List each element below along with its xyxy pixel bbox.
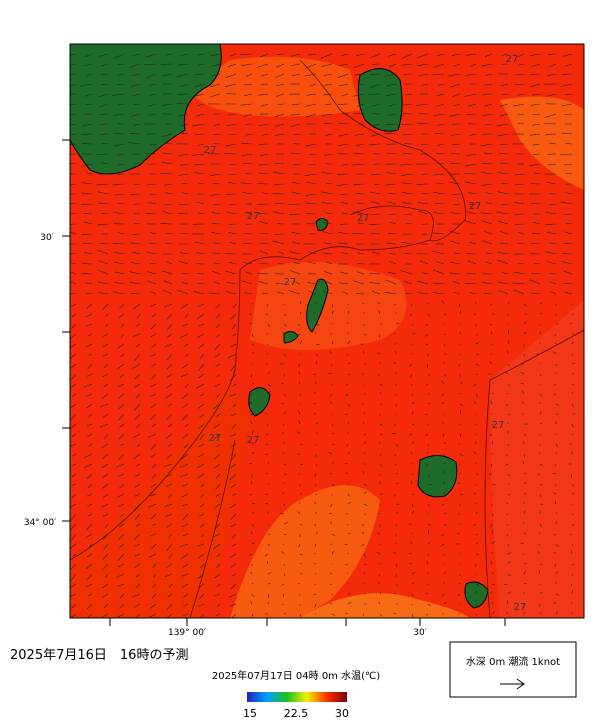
contour-label: 27 (204, 145, 217, 156)
map-area (64, 44, 584, 620)
island (418, 455, 457, 496)
y-axis-label: 34° 00′ (24, 518, 56, 528)
legend-label: 水深 0m 潮流 1knot (466, 655, 560, 668)
contour-label: 27 (247, 435, 260, 446)
contour-label: 27 (357, 213, 370, 224)
y-axis-label: 30′ (40, 233, 54, 243)
contour-label: 27 (284, 277, 297, 288)
colorbar (247, 692, 347, 702)
contour-label: 27 (492, 420, 505, 431)
title: 2025年7月16日 16時の予測 (10, 648, 188, 663)
colorbar-tick-label: 30 (335, 707, 349, 720)
x-axis-label: 30′ (413, 628, 427, 638)
contour-label: 27 (506, 54, 519, 65)
contour-label: 27 (209, 433, 222, 444)
subtitle: 2025年07月17日 04時 0m 水温(℃) (212, 669, 380, 682)
cool-patch (250, 262, 407, 350)
colorbar-tick-label: 22.5 (284, 707, 309, 720)
colorbar-tick-label: 15 (243, 707, 257, 720)
contour-label: 27 (247, 211, 260, 222)
contour-label: 27 (469, 201, 482, 212)
legend-box (450, 642, 576, 697)
colorbar-ticks: 15 22.5 30 (243, 707, 349, 720)
x-axis-label: 139° 00′ (168, 628, 206, 638)
contour-label: 27 (514, 602, 527, 613)
